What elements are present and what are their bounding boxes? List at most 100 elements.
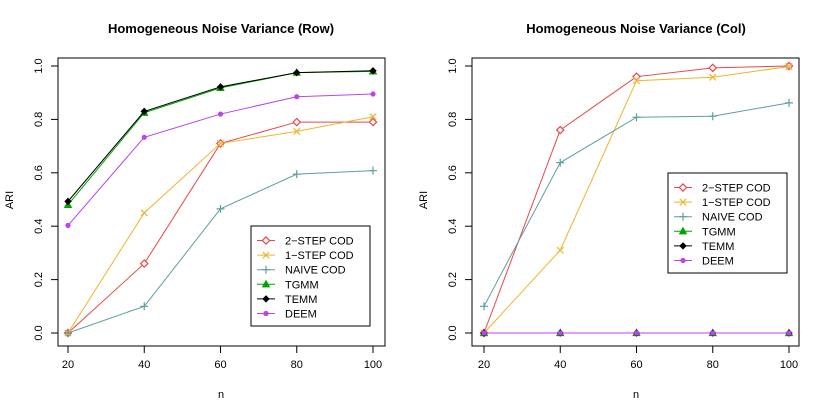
data-point (555, 125, 565, 135)
legend-marker (678, 226, 688, 235)
data-point (216, 204, 225, 213)
x-axis-label: n (218, 389, 224, 401)
data-point (632, 77, 641, 85)
legend-marker (679, 198, 687, 206)
data-point (480, 302, 488, 311)
data-point (293, 127, 301, 136)
data-point (708, 63, 718, 73)
chart-row: Homogeneous Noise Variance (Row) n ARI 20 40… (4, 21, 386, 401)
data-point (557, 330, 563, 336)
data-point (369, 166, 377, 175)
data-point (216, 83, 225, 91)
data-point (292, 117, 302, 127)
data-point (141, 134, 147, 140)
x-tick-label: 100 (364, 359, 382, 371)
legend-label: DEEM (285, 309, 317, 321)
legend-marker (263, 310, 269, 317)
x-tick-label: 100 (780, 359, 798, 371)
legend-label: 1−STEP COD (702, 197, 771, 209)
x-tick-label: 20 (478, 359, 490, 371)
legend-marker (262, 265, 270, 274)
x-axis-label: n (633, 389, 639, 401)
legend-marker (261, 236, 271, 245)
data-point (708, 112, 717, 121)
x-tick-label: 40 (554, 359, 566, 371)
legend-label: 2−STEP COD (702, 183, 771, 195)
data-point (368, 117, 378, 127)
legend-item: 2−STEP COD (674, 183, 771, 195)
y-tick-label: 0.6 (33, 165, 45, 180)
series-naive-cod (64, 166, 377, 337)
data-point (786, 330, 792, 336)
legend-box (667, 172, 788, 274)
series-deem (481, 330, 792, 336)
legend-item: TGMM (674, 226, 736, 238)
legend-item: DEEM (257, 309, 317, 321)
legend-item: TGMM (257, 279, 319, 291)
legend-item: 1−STEP COD (257, 250, 354, 262)
data-point (64, 329, 72, 337)
legend-label: TEMM (285, 294, 317, 306)
legend-label: TEMM (702, 241, 734, 253)
y-tick-label: 0.4 (447, 219, 459, 234)
legend-marker (680, 257, 686, 264)
legend-item: TEMM (674, 241, 734, 253)
x-tick-label: 60 (630, 359, 642, 371)
series-line (67, 70, 374, 206)
data-point (632, 113, 641, 122)
data-point (556, 246, 564, 254)
legend-label: TGMM (702, 226, 736, 238)
data-point (632, 72, 641, 82)
legend-label: 1−STEP COD (285, 250, 354, 262)
y-tick-label: 1.0 (447, 58, 459, 73)
data-point (481, 330, 487, 336)
legend-item: TEMM (257, 294, 317, 306)
data-point (785, 98, 793, 107)
data-point (633, 330, 640, 336)
legend-marker (679, 212, 687, 221)
y-axis-label: ARI (4, 191, 16, 209)
series-naive-cod (480, 98, 793, 311)
data-point (140, 302, 149, 311)
legend: 2−STEP COD 1−STEP COD NAIVE COD TGMM TEMM DEE… (250, 225, 371, 327)
data-point (556, 158, 565, 167)
data-point (140, 107, 148, 116)
data-point (294, 94, 300, 100)
series-deem (65, 91, 376, 228)
data-point (709, 73, 717, 81)
legend-marker (262, 251, 270, 259)
y-tick-label: 0.4 (33, 219, 45, 234)
data-point (785, 62, 793, 71)
x-tick-label: 80 (707, 359, 719, 371)
data-point (370, 91, 376, 97)
data-point (369, 67, 377, 75)
y-tick-label: 0.0 (447, 325, 459, 340)
legend-item: NAIVE COD (257, 265, 346, 277)
legend-item: NAIVE COD (674, 212, 763, 224)
y-axis-label: ARI (418, 191, 430, 209)
x-tick-label: 40 (138, 359, 150, 371)
data-point (217, 111, 224, 117)
data-point (64, 197, 72, 206)
x-tick-label: 60 (214, 359, 226, 371)
y-tick-label: 0.8 (447, 112, 459, 127)
legend: 2−STEP COD 1−STEP COD NAIVE COD TGMM TEMM DEE… (667, 172, 788, 274)
chart-title: Homogeneous Noise Variance (Col) (526, 21, 746, 36)
legend-marker (261, 279, 271, 288)
legend-label: DEEM (702, 256, 734, 268)
x-tick-label: 80 (291, 359, 303, 371)
legend-marker (262, 295, 270, 303)
legend-item: 1−STEP COD (674, 197, 771, 209)
y-tick-label: 0.6 (447, 165, 459, 180)
data-point (369, 113, 377, 121)
legend-label: NAIVE COD (702, 212, 763, 224)
legend-label: TGMM (285, 279, 319, 291)
data-point (140, 209, 148, 217)
data-point (293, 68, 301, 77)
chart-title: Homogeneous Noise Variance (Row) (108, 21, 334, 36)
legend-box (250, 225, 371, 327)
legend-marker (679, 242, 687, 250)
y-tick-label: 1.0 (33, 58, 45, 73)
legend-marker (678, 183, 688, 192)
